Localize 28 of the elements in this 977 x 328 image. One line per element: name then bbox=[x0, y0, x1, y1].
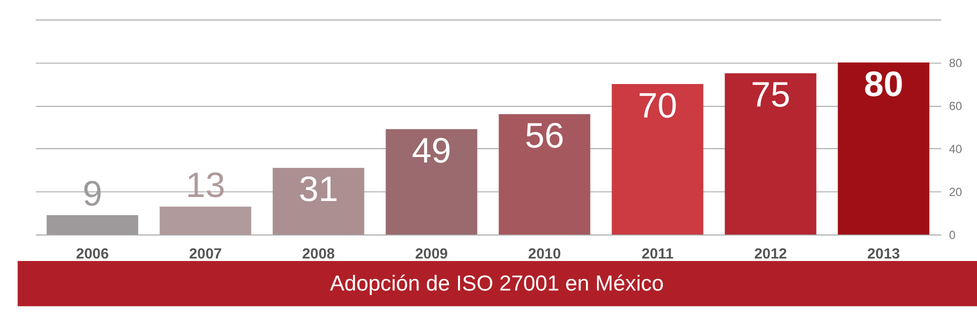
y-tick-label: 40 bbox=[949, 142, 963, 156]
bar bbox=[46, 215, 138, 235]
x-tick-label: 2008 bbox=[302, 246, 335, 263]
x-tick-label: 2006 bbox=[76, 246, 109, 263]
x-tick-label: 2012 bbox=[754, 246, 787, 263]
bar bbox=[838, 62, 930, 235]
y-tick-label: 80 bbox=[949, 56, 963, 70]
bar bbox=[498, 114, 590, 235]
y-tick-label: 60 bbox=[949, 100, 963, 113]
y-tick-label: 20 bbox=[949, 186, 963, 199]
x-tick-label: 2010 bbox=[528, 246, 561, 263]
bar bbox=[724, 73, 816, 235]
x-tick-label: 2007 bbox=[189, 246, 222, 263]
bar bbox=[272, 168, 364, 235]
bar bbox=[612, 84, 704, 235]
data-label: 80 bbox=[864, 64, 904, 104]
bar bbox=[386, 129, 478, 235]
x-tick-label: 2011 bbox=[642, 246, 674, 263]
x-tick-label: 2013 bbox=[867, 246, 900, 263]
bar bbox=[160, 206, 252, 235]
y-tick-label: 0 bbox=[949, 228, 956, 242]
x-tick-label: 2009 bbox=[415, 246, 448, 263]
data-label: 70 bbox=[638, 86, 678, 126]
data-label: 56 bbox=[524, 116, 564, 156]
data-label: 31 bbox=[298, 170, 338, 210]
data-label: 75 bbox=[750, 76, 790, 115]
text: Adopción de ISO 27001 en México bbox=[330, 270, 664, 296]
data-label: 49 bbox=[412, 132, 452, 171]
